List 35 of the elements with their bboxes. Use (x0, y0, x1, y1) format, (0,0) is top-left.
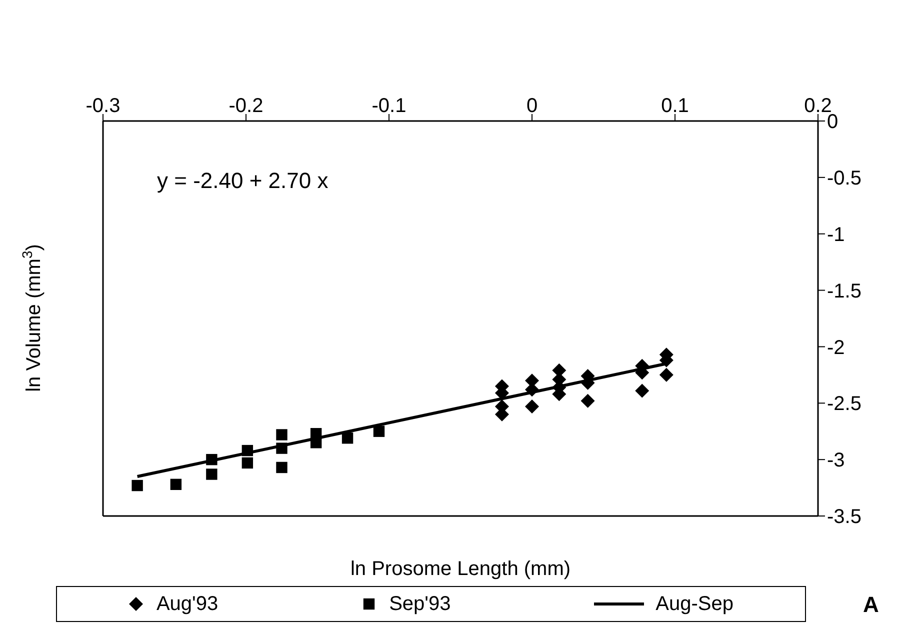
y-tick-label: -3.5 (827, 506, 862, 528)
point (342, 432, 354, 444)
legend-label: Aug-Sep (656, 592, 734, 616)
point (276, 462, 288, 474)
x-axis-title: ln Prosome Length (mm) (349, 558, 572, 581)
point (635, 384, 650, 398)
legend-label: Sep'93 (389, 592, 451, 616)
x-tick-label: -0.1 (372, 95, 406, 117)
x-tick-label: 0.1 (661, 95, 689, 117)
point (310, 437, 322, 448)
point (276, 442, 288, 454)
point (373, 426, 385, 437)
x-tick-label: -0.3 (86, 95, 120, 117)
text: A (863, 592, 879, 618)
point (170, 478, 182, 490)
annotation: y = -2.40 + 2.70 x (157, 168, 328, 193)
point (242, 457, 254, 469)
y-tick-label: -2.5 (827, 393, 862, 416)
point (276, 429, 288, 440)
legend-label: Aug'93 (156, 592, 218, 616)
y-tick-label: 0 (827, 111, 838, 134)
point (580, 394, 595, 408)
y-tick-label: -3 (827, 450, 845, 472)
x-tick-label: -0.2 (228, 95, 264, 117)
y-tick-label: -1.5 (827, 280, 862, 302)
x-tick-label: 0 (526, 95, 538, 117)
point (525, 400, 539, 414)
y-tick-label: -0.5 (827, 168, 862, 190)
y-tick-label: -1 (827, 224, 845, 246)
point (206, 468, 218, 480)
point (132, 480, 143, 492)
point (242, 444, 254, 456)
point (206, 454, 218, 466)
point (659, 368, 674, 382)
y-tick-label: -2 (827, 336, 845, 359)
